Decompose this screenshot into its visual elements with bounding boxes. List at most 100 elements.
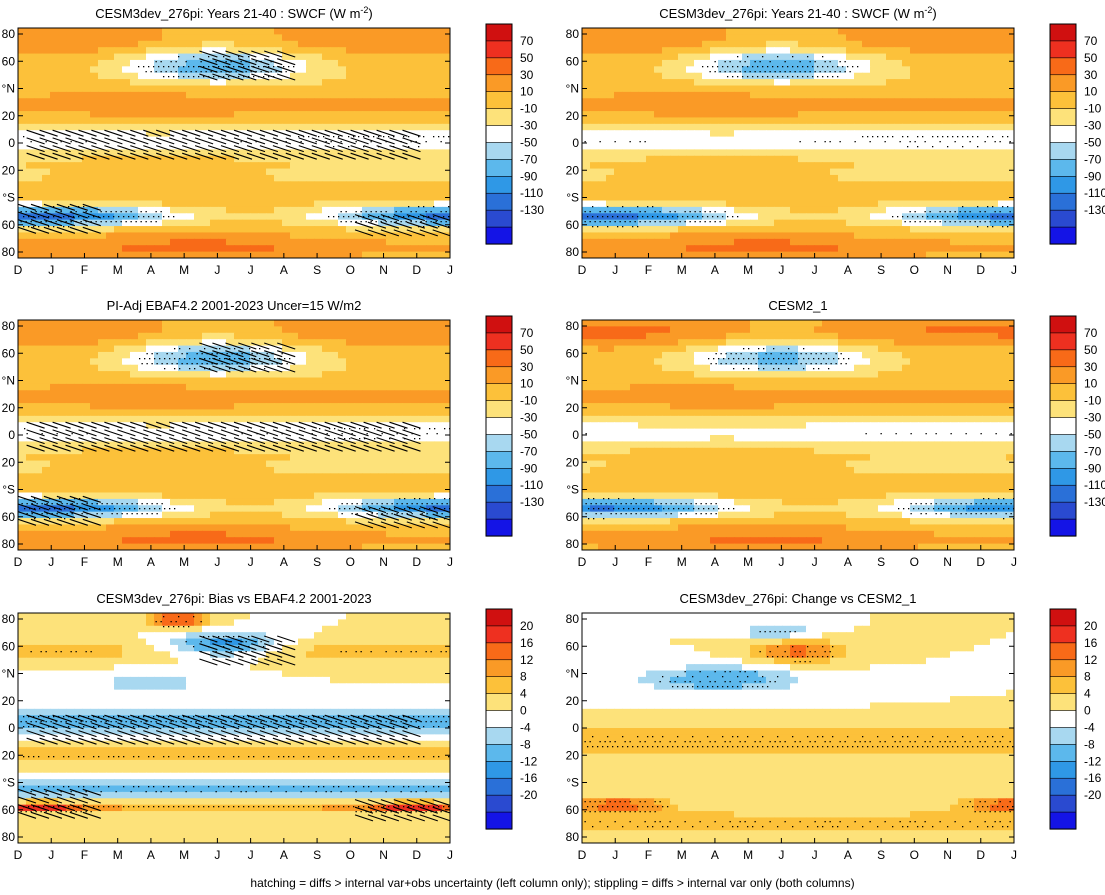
stipple-dot [428,216,430,218]
heatmap-cell [638,85,647,93]
stipple-dot [742,76,744,78]
stipple-dot [110,221,112,223]
heatmap-cell [322,219,331,227]
heatmap-cell [226,187,235,195]
heatmap-cell [26,326,35,334]
heatmap-cell [242,194,251,202]
heatmap-cell [694,187,703,195]
heatmap-cell [814,232,823,240]
heatmap-cell [378,53,387,61]
heatmap-cell [418,47,427,55]
heatmap-cell [718,219,727,227]
heatmap-cell [630,59,639,67]
stipple-dot [438,136,440,138]
heatmap-cell [314,226,323,234]
heatmap-cell [806,181,815,189]
heatmap-cell [694,98,703,106]
heatmap-cell [590,85,599,93]
hatch-line [39,145,58,153]
heatmap-cell [266,28,275,35]
heatmap-cell [814,79,823,87]
heatmap-cell [630,168,639,176]
heatmap-cell [782,245,791,253]
heatmap-cell [758,85,767,93]
heatmap-cell [298,91,307,99]
heatmap-cell [330,47,339,55]
heatmap-cell [234,174,243,182]
heatmap-cell [598,232,607,240]
heatmap-cell [734,47,743,55]
heatmap-cell [646,72,655,80]
heatmap-cell [942,117,951,125]
heatmap-cell [886,149,895,157]
stipple-dot [599,141,601,143]
heatmap-cell [130,187,139,195]
heatmap-cell [418,174,427,182]
heatmap-cell [822,213,831,221]
heatmap-cell [146,162,155,170]
heatmap-cell [250,111,259,119]
hatch-line [207,129,227,137]
y-tick-label: 20 [566,163,580,177]
heatmap-cell [330,162,339,170]
heatmap-cell [218,85,227,93]
heatmap-cell [870,98,879,106]
stipple-dot [358,216,360,218]
heatmap-cell [966,104,975,112]
heatmap-cell [330,174,339,182]
heatmap-cell [998,79,1007,87]
heatmap-cell [210,47,219,55]
stipple-dot [832,76,834,78]
heatmap-cell [418,162,427,170]
heatmap-cell [974,79,983,87]
stipple-dot [684,221,686,223]
heatmap-cell [990,174,999,182]
heatmap-cell [82,168,91,176]
heatmap-cell [998,130,1007,138]
heatmap-cell [854,200,863,208]
heatmap-cell [918,40,927,48]
heatmap-cell [686,123,695,131]
heatmap-cell [742,72,751,80]
stipple-dot [674,221,676,223]
heatmap-cell [58,111,67,119]
heatmap-cell [290,194,299,202]
heatmap-cell [234,200,243,208]
heatmap-cell [114,162,123,170]
heatmap-cell [950,130,959,138]
heatmap-cell [598,47,607,55]
heatmap-cell [990,91,999,99]
heatmap-cell [790,136,799,144]
heatmap-cell [58,143,67,150]
heatmap-cell [734,79,743,87]
heatmap-cell [910,174,919,182]
heatmap-cell [582,104,591,112]
heatmap-cell [250,206,259,214]
heatmap-cell [282,98,291,106]
heatmap-cell [338,47,347,55]
heatmap-cell [418,320,427,327]
heatmap-cell [394,34,403,42]
stipple-dot [325,141,327,143]
heatmap-cell [910,28,919,35]
heatmap-cell [82,91,91,99]
stipple-dot [917,136,919,138]
heatmap-cell [982,123,991,131]
stipple-dot [163,66,165,68]
heatmap-cell [686,28,695,35]
heatmap-cell [854,143,863,150]
heatmap-cell [662,104,671,112]
heatmap-cell [282,213,291,221]
heatmap-cell [330,104,339,112]
stipple-dot [153,66,155,68]
heatmap-cell [870,104,879,112]
heatmap-cell [1006,28,1014,35]
heatmap-cell [58,136,67,144]
heatmap-cell [138,66,147,74]
heatmap-cell [314,174,323,182]
heatmap-cell [346,117,355,125]
heatmap-cell [726,238,735,246]
heatmap-cell [394,194,403,202]
heatmap-cell [830,200,839,208]
heatmap-cell [442,136,450,144]
